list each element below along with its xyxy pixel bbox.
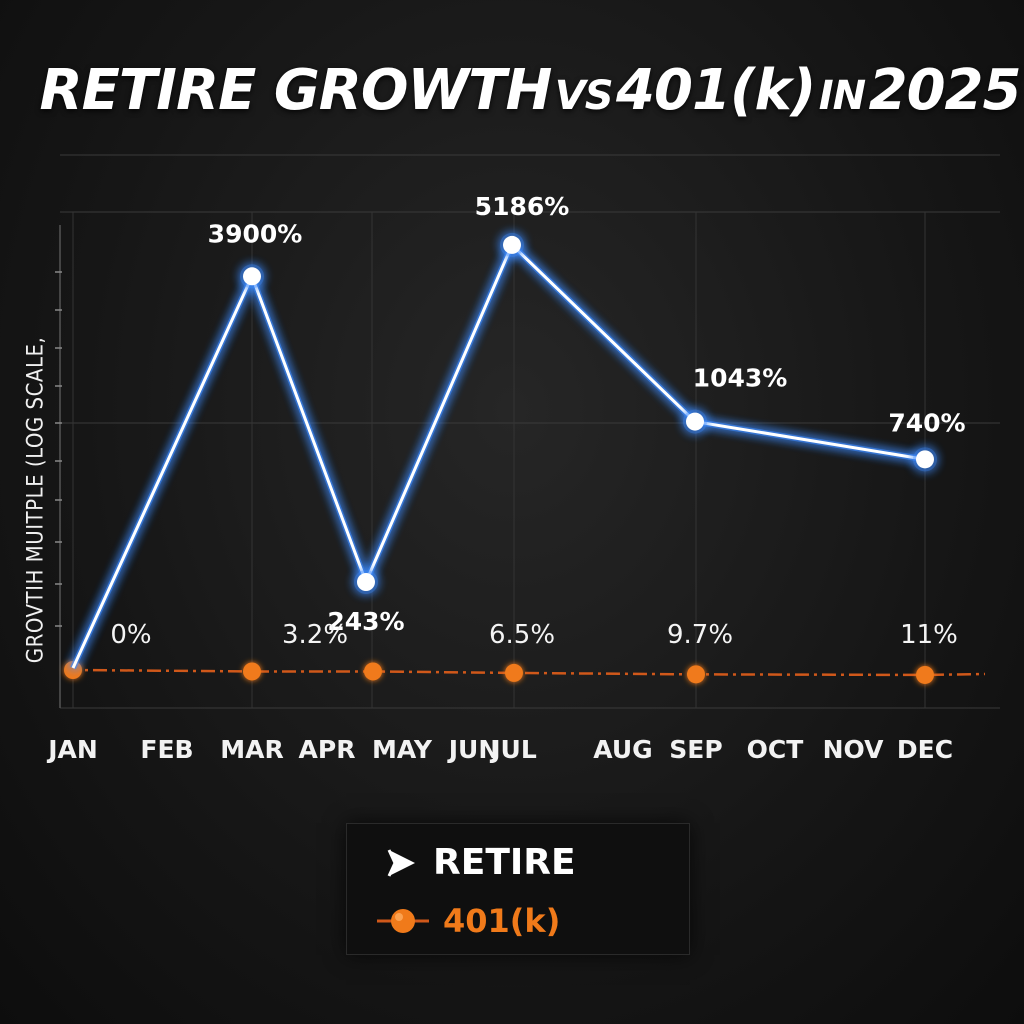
point-retire-sep[interactable]: [686, 412, 704, 431]
legend-label-401k: 401(k): [443, 902, 561, 940]
data-label-retire-mar: 3900%: [208, 219, 303, 248]
x-tick-label-jul: JUL: [489, 735, 537, 764]
title-part-5: 2025: [868, 58, 1022, 123]
chart-title: RETIRE GROWTH VS 401(k) IN 2025: [0, 58, 1024, 123]
point-401k-jan[interactable]: [64, 661, 82, 679]
title-part-2: VS: [554, 73, 614, 119]
x-tick-label-apr: APR: [299, 735, 356, 764]
data-label-retire-apr: 243%: [327, 607, 404, 636]
data-label-retire-jul: 5186%: [475, 192, 570, 221]
legend-item-401k[interactable]: 401(k): [377, 902, 560, 940]
point-401k-dec[interactable]: [916, 665, 934, 684]
data-label-401k-dec: 11%: [900, 620, 958, 650]
x-tick-label-oct: OCT: [747, 735, 804, 764]
point-401k-apr[interactable]: [364, 662, 382, 681]
data-label-retire-sep: 1043%: [693, 364, 788, 393]
point-retire-mar[interactable]: [243, 267, 261, 286]
data-label-retire-dec: 740%: [888, 408, 965, 437]
x-tick-label-jan: JAN: [46, 735, 98, 764]
x-tick-label-nov: NOV: [823, 735, 885, 764]
point-retire-apr[interactable]: [357, 573, 375, 592]
data-label-401k-mar: 3.2%: [282, 620, 348, 650]
x-tick-label-jun: JUN: [447, 735, 500, 764]
orange-dot-icon: [377, 909, 429, 933]
title-part-3: 401(k): [616, 58, 816, 123]
title-part-1: RETIRE GROWTH: [39, 58, 553, 123]
play-arrow-icon: [387, 848, 415, 877]
x-tick-label-aug: AUG: [593, 735, 652, 764]
point-401k-jul[interactable]: [505, 663, 523, 682]
title-part-4: IN: [818, 73, 866, 119]
legend-label-retire: RETIRE: [433, 842, 576, 883]
point-retire-dec[interactable]: [916, 450, 934, 469]
x-tick-label-dec: DEC: [897, 735, 953, 764]
series-glow-retire: [70, 239, 926, 670]
x-tick-label-sep: SEP: [669, 735, 722, 764]
x-tick-label-may: MAY: [372, 735, 433, 764]
x-tick-label-mar: MAR: [220, 735, 283, 764]
series-line-401k: [66, 668, 986, 677]
series-line-retire: [71, 242, 926, 669]
data-label-401k-sep: 9.7%: [667, 620, 733, 650]
point-retire-jul[interactable]: [503, 235, 521, 254]
series-retire: [70, 232, 937, 670]
legend-item-retire[interactable]: RETIRE: [385, 842, 576, 883]
data-label-401k-jul: 6.5%: [489, 620, 555, 650]
x-tick-label-feb: FEB: [140, 735, 193, 764]
data-labels: 3900% 243% 5186% 1043% 740% 0% 3.2% 6.5% 9.7% 11%: [110, 192, 965, 650]
point-401k-sep[interactable]: [687, 665, 705, 684]
legend: RETIRE 401(k): [346, 823, 690, 955]
point-401k-mar[interactable]: [243, 662, 261, 681]
series-401k: [64, 661, 986, 684]
data-label-401k-jan: 0%: [110, 620, 151, 650]
